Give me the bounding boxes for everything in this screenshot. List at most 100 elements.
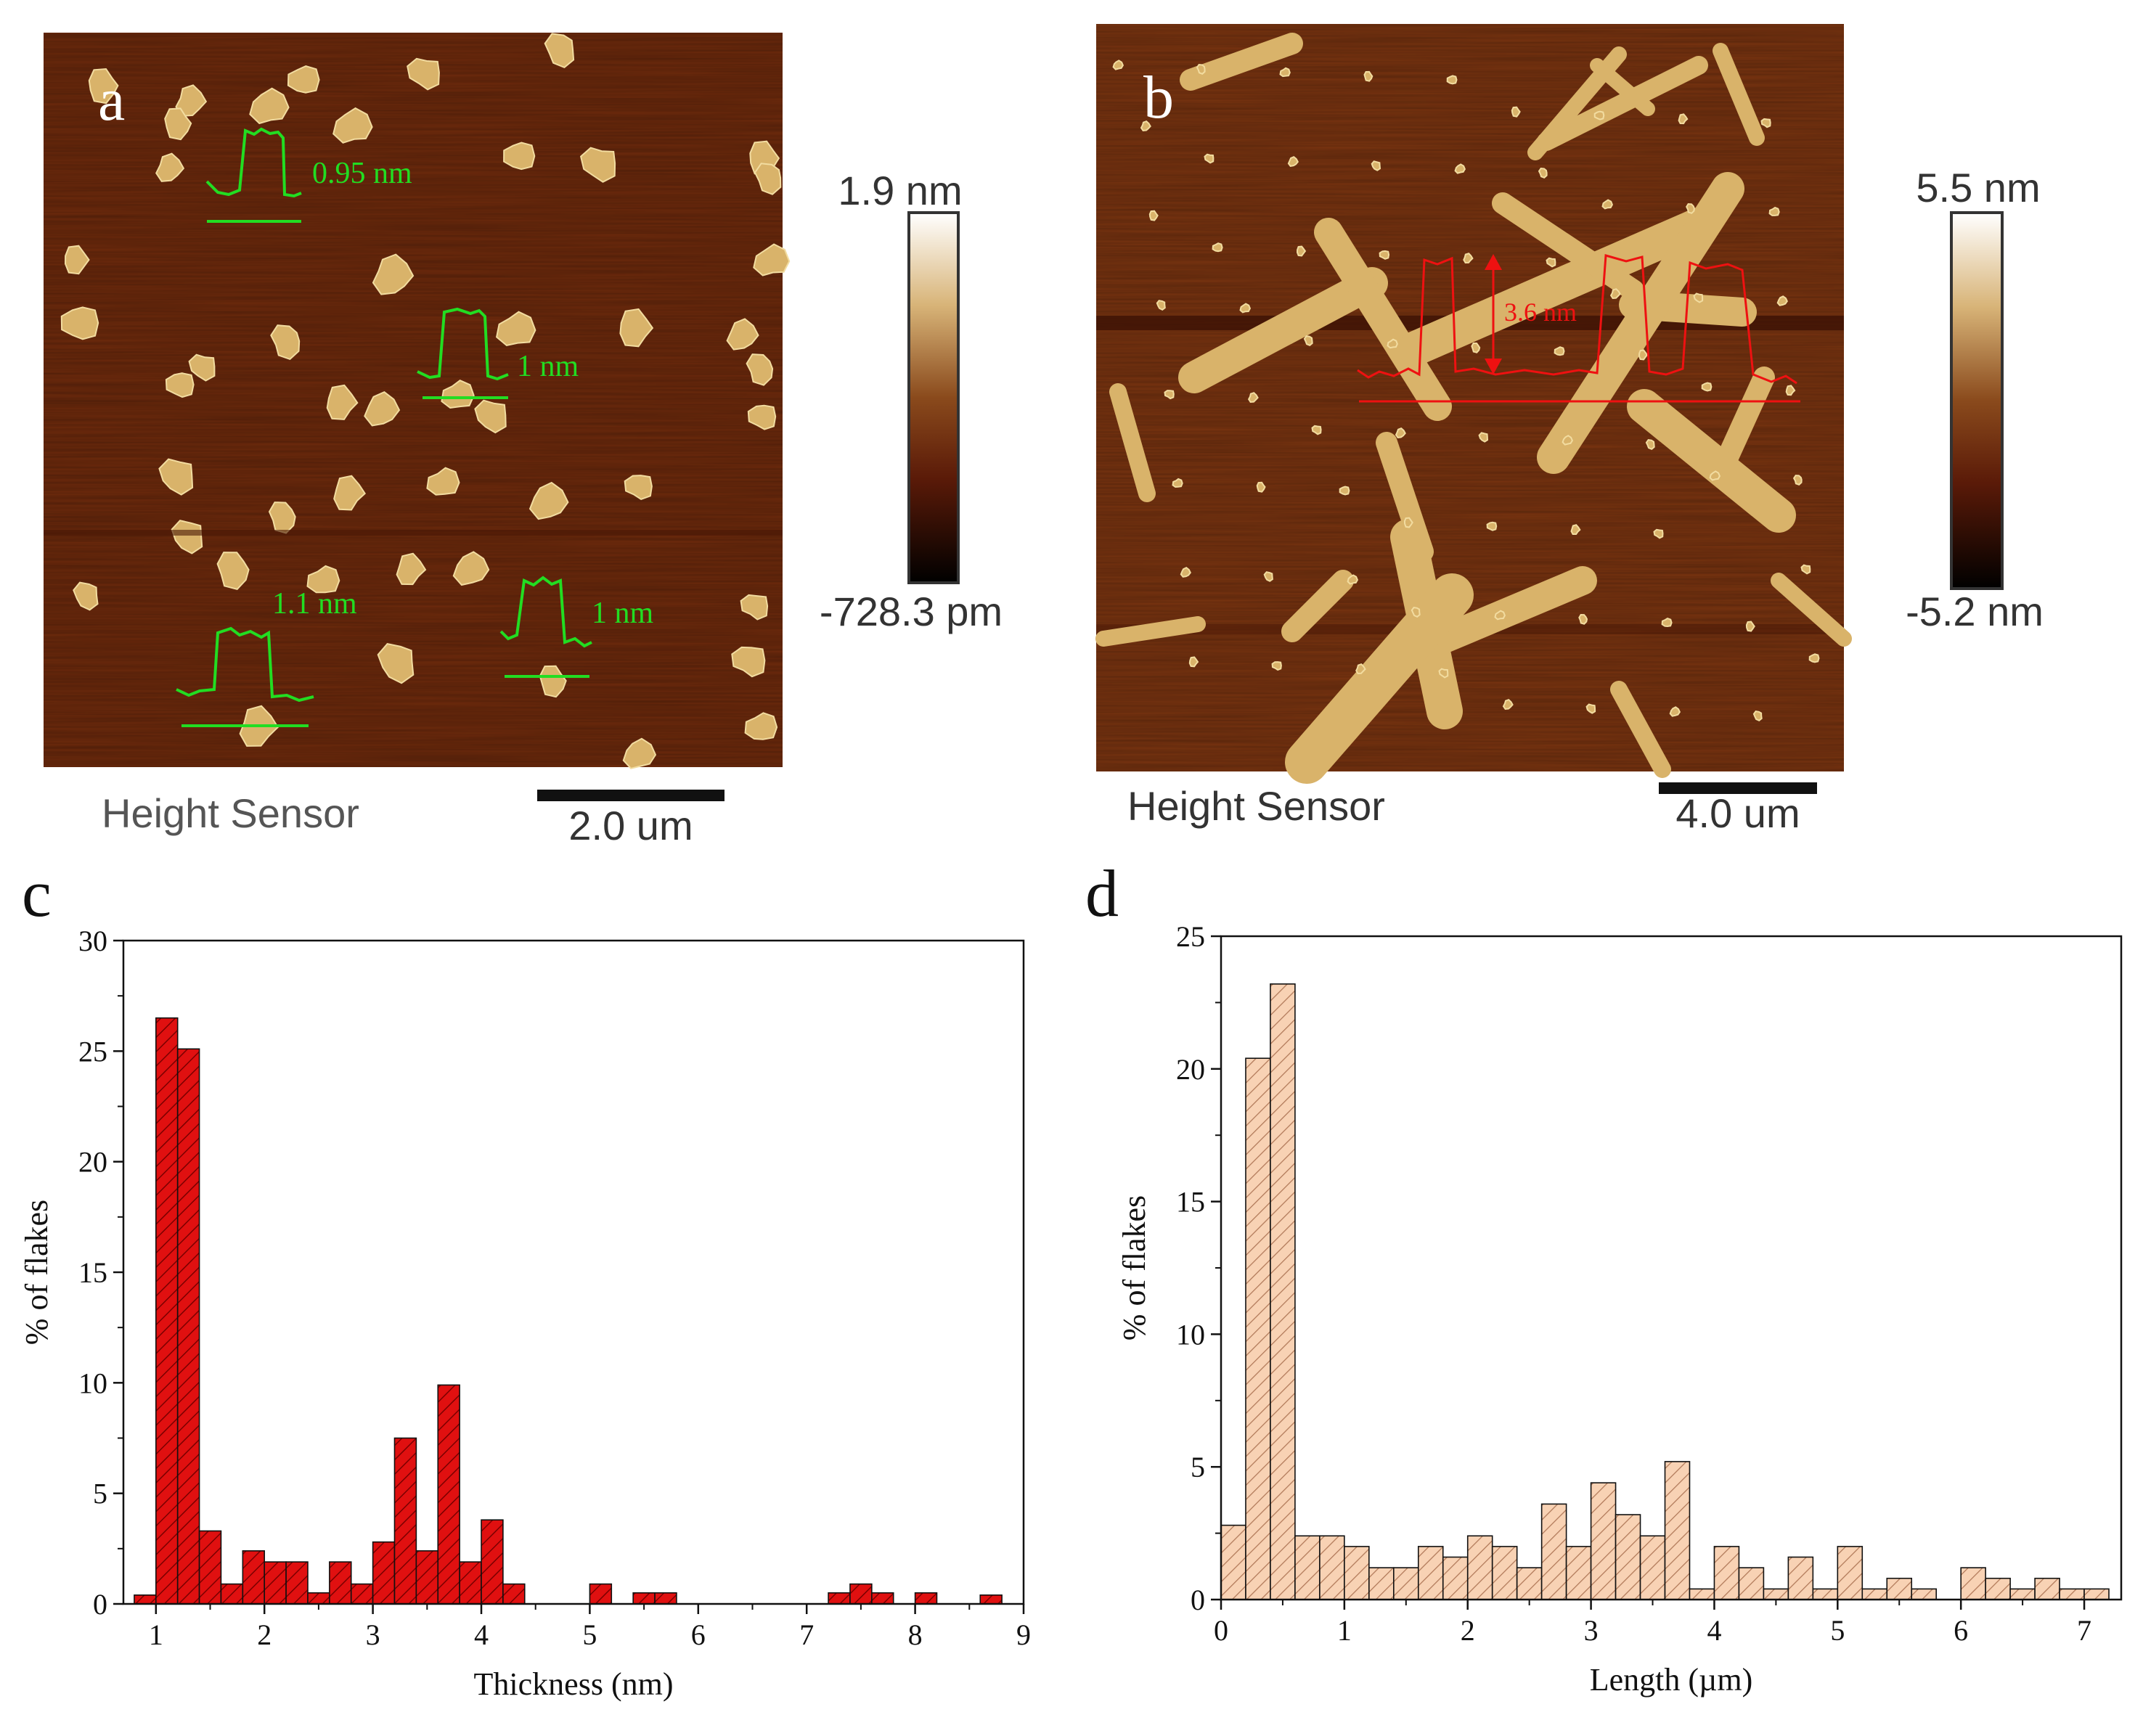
bar-c-8 — [307, 1592, 330, 1605]
profile-label-b: 3.6 nm — [1504, 298, 1577, 327]
afm-small-flake-b-17 — [1395, 427, 1406, 438]
afm-flake-a-20 — [496, 311, 536, 346]
x-tick-label-c-4: 5 — [582, 1618, 597, 1651]
afm-image-a-texture — [44, 33, 783, 767]
afm-small-flake-b-30 — [1279, 67, 1291, 78]
afm-small-flake-b-54 — [1554, 346, 1565, 356]
height-profile-4 — [176, 626, 314, 703]
afm-flake-a-23 — [746, 353, 774, 386]
afm-small-flake-b-42 — [1768, 206, 1780, 216]
afm-small-flake-b-24 — [1387, 338, 1398, 349]
arrow-head-down — [1485, 359, 1502, 374]
y-axis-label-c: % of flakes — [19, 1200, 54, 1345]
afm-flake-a-40 — [377, 642, 415, 684]
bar-d-25 — [1837, 1546, 1864, 1600]
x-tick-label-c-2: 3 — [366, 1618, 380, 1651]
afm-small-flake-b-65 — [1239, 303, 1251, 314]
x-tick-label-d-7: 7 — [2077, 1614, 2091, 1647]
afm-small-flake-b-53 — [1454, 163, 1466, 174]
panel-a: a 0.95 nm 1 nm 1.1 nm 1 nm Height Sensor… — [44, 33, 1003, 848]
bar-d-24 — [1812, 1588, 1839, 1600]
scale-bar-b — [1659, 782, 1817, 794]
afm-small-flake-b-44 — [1263, 571, 1273, 582]
y-tick-label-c-0: 0 — [93, 1588, 107, 1621]
bar-c-25 — [979, 1594, 1003, 1605]
arrow-head-up — [1485, 254, 1502, 270]
x-tick-label-c-3: 4 — [474, 1618, 489, 1651]
x-tick-label-c-8: 9 — [1016, 1618, 1031, 1651]
afm-small-flake-b-61 — [1546, 257, 1556, 268]
afm-nanosheet-b-16 — [1109, 383, 1156, 502]
afm-flake-a-29 — [268, 501, 296, 534]
afm-flake-a-41 — [539, 665, 567, 698]
bar-c-21 — [828, 1592, 851, 1605]
bar-c-24 — [914, 1592, 938, 1605]
afm-flake-a-45 — [740, 594, 769, 621]
afm-small-flake-b-25 — [1486, 521, 1498, 531]
afm-small-flake-b-57 — [1148, 210, 1159, 221]
afm-small-flake-b-46 — [1463, 253, 1474, 264]
afm-flakes-a — [60, 33, 791, 769]
bar-d-0 — [1220, 1524, 1246, 1600]
afm-small-flake-b-69 — [1638, 349, 1649, 361]
bar-c-16 — [481, 1519, 504, 1605]
bar-d-12 — [1516, 1567, 1543, 1600]
afm-small-flake-b-21 — [1792, 475, 1803, 486]
bar-c-15 — [459, 1561, 482, 1605]
afm-flake-a-44 — [744, 712, 778, 740]
height-profile-2 — [417, 307, 509, 381]
afm-nanosheet-b-18 — [1285, 573, 1474, 784]
bar-d-14 — [1565, 1546, 1592, 1600]
afm-flake-a-35 — [216, 552, 250, 591]
bar-c-7 — [285, 1561, 309, 1605]
afm-small-flake-b-11 — [1502, 699, 1514, 710]
afm-flake-a-16 — [188, 353, 216, 382]
bar-c-2 — [176, 1048, 200, 1605]
bar-c-18 — [589, 1583, 613, 1605]
bar-c-9 — [329, 1561, 352, 1605]
bar-d-4 — [1319, 1535, 1345, 1600]
afm-small-flake-b-56 — [1752, 711, 1763, 721]
height-profile-1 — [205, 127, 302, 198]
afm-flake-a-4 — [407, 57, 440, 91]
x-tick-label-c-5: 6 — [691, 1618, 706, 1651]
bar-d-18 — [1664, 1461, 1691, 1600]
bar-d-3 — [1294, 1535, 1321, 1600]
colorbar-b-max: 5.5 nm — [1916, 165, 2040, 210]
afm-flake-a-3 — [287, 65, 320, 94]
scale-bar-label-a: 2.0 um — [568, 803, 693, 848]
panel-b-profile — [1357, 254, 1800, 403]
y-tick-label-c-3: 15 — [78, 1256, 107, 1289]
afm-flake-a-32 — [426, 467, 460, 496]
afm-nanosheet-b-19 — [1610, 681, 1671, 778]
afm-small-flake-b-14 — [1800, 564, 1811, 575]
afm-nanosheet-b-6 — [1314, 218, 1452, 421]
bar-c-20 — [654, 1592, 677, 1605]
panel-c-letter: c — [22, 856, 52, 930]
afm-flake-a-33 — [624, 475, 653, 501]
afm-small-flake-b-45 — [1363, 70, 1373, 82]
bar-d-28 — [1911, 1588, 1938, 1600]
bar-c-3 — [198, 1530, 222, 1605]
x-tick-label-c-6: 7 — [799, 1618, 814, 1651]
x-tick-label-c-1: 2 — [257, 1618, 272, 1651]
y-tick-label-d-5: 25 — [1176, 920, 1205, 953]
bar-d-6 — [1368, 1567, 1395, 1600]
afm-flake-a-10 — [579, 147, 616, 183]
afm-flake-a-36 — [396, 552, 427, 586]
afm-small-flake-b-20 — [1693, 292, 1704, 303]
colorbar-b — [1950, 211, 2004, 590]
bar-d-31 — [1985, 1577, 2011, 1600]
afm-nanosheet-b-10 — [1717, 367, 1775, 468]
afm-flake-a-2 — [249, 87, 290, 125]
y-tick-label-c-5: 25 — [78, 1035, 107, 1068]
afm-nanosheet-b-20 — [1771, 573, 1852, 647]
bar-c-19 — [632, 1592, 656, 1605]
bar-d-23 — [1787, 1556, 1814, 1600]
afm-nanosheet-b-2 — [1537, 56, 1708, 151]
height-profile-3 — [499, 576, 592, 648]
bar-c-6 — [264, 1561, 287, 1605]
afm-small-flake-b-4 — [1511, 106, 1521, 118]
afm-flake-a-14 — [753, 243, 791, 277]
afm-scan-line — [44, 530, 783, 536]
